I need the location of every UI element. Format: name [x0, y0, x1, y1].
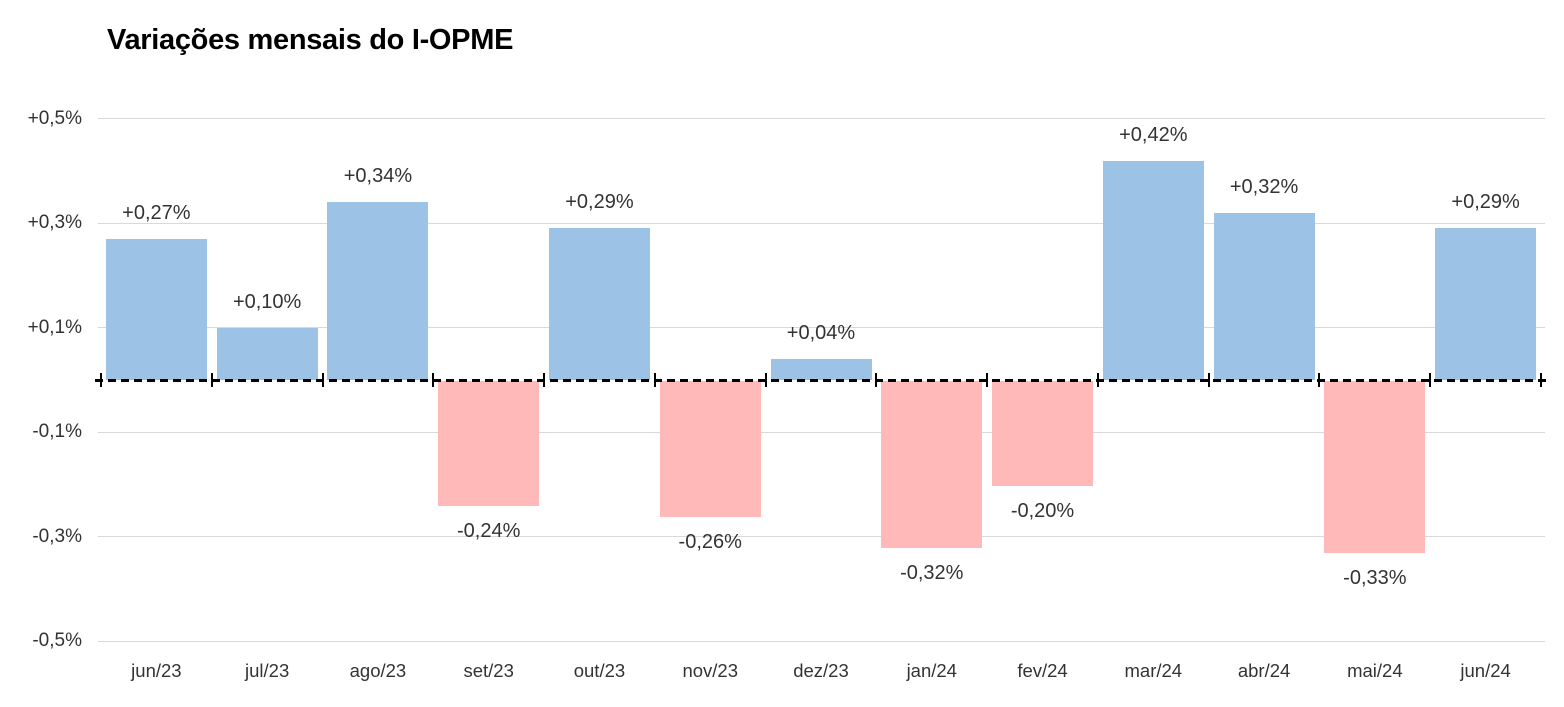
y-tick-label--0-3-: +0,3%	[27, 212, 82, 234]
axis-tick-8	[986, 373, 989, 387]
bar-jan-24	[881, 381, 983, 549]
bar-abr-24	[1213, 212, 1315, 380]
value-label-out-23: +0,29%	[565, 191, 634, 214]
y-tick-label--0-3-: -0,3%	[32, 525, 82, 547]
x-label-jul-23: jul/23	[245, 660, 290, 681]
x-label-jun-24: jun/24	[1460, 660, 1511, 681]
x-label-dez-23: dez/23	[793, 660, 849, 681]
value-label-jan-24: -0,32%	[900, 562, 964, 585]
zero-axis-line	[95, 379, 1548, 382]
x-label-set-23: set/23	[463, 660, 514, 681]
value-label-jun-23: +0,27%	[122, 201, 191, 224]
value-label-jul-23: +0,10%	[232, 290, 302, 313]
y-tick-label--0-5-: -0,5%	[32, 630, 82, 652]
axis-tick-10	[1207, 373, 1210, 387]
x-label-jun-23: jun/23	[131, 660, 182, 681]
y-tick-label--0-5-: +0,5%	[27, 107, 82, 129]
axis-tick-4	[543, 373, 546, 387]
gridline--0-3-	[98, 222, 1545, 224]
gridline--0-1-	[98, 431, 1545, 433]
x-label-jan-24: jan/24	[906, 660, 957, 681]
bar-mar-24	[1102, 160, 1204, 380]
value-label-jun-24: +0,29%	[1451, 191, 1520, 214]
axis-tick-0	[100, 373, 102, 387]
x-label-nov-23: nov/23	[682, 660, 738, 681]
gridline--0-1-	[98, 327, 1545, 329]
x-label-abr-24: abr/24	[1237, 660, 1291, 681]
axis-tick-13	[1540, 373, 1542, 387]
bar-out-23	[548, 228, 650, 380]
bar-jun-24	[1435, 228, 1537, 380]
x-label-mai-24: mai/24	[1347, 660, 1403, 681]
axis-tick-12	[1429, 373, 1432, 387]
bar-jul-23	[216, 327, 318, 380]
axis-tick-9	[1096, 373, 1099, 387]
value-label-mar-24: +0,42%	[1119, 123, 1188, 146]
x-label-ago-23: ago/23	[349, 660, 407, 681]
value-label-fev-24: -0,20%	[1010, 499, 1075, 522]
x-label-mar-24: mar/24	[1124, 660, 1183, 681]
gridline--0-3-	[98, 536, 1545, 538]
value-label-dez-23: +0,04%	[786, 322, 856, 345]
value-label-set-23: -0,24%	[457, 520, 521, 543]
bar-nov-23	[659, 381, 761, 517]
y-tick-label--0-1-: +0,1%	[27, 316, 82, 338]
x-label-fev-24: fev/24	[1017, 660, 1068, 681]
value-label-ago-23: +0,34%	[343, 165, 413, 188]
bar-fev-24	[992, 381, 1094, 486]
chart-title: Variações mensais do I-OPME	[107, 24, 514, 56]
axis-tick-2	[321, 373, 324, 387]
value-label-abr-24: +0,32%	[1229, 175, 1299, 198]
value-label-nov-23: -0,26%	[678, 530, 742, 553]
gridline--0-5-	[98, 640, 1545, 642]
value-label-mai-24: -0,33%	[1343, 567, 1407, 590]
axis-tick-7	[875, 373, 878, 387]
axis-tick-11	[1318, 373, 1321, 387]
y-tick-label--0-1-: -0,1%	[32, 421, 82, 443]
axis-tick-3	[432, 373, 435, 387]
bar-jun-23	[105, 238, 207, 380]
bar-set-23	[438, 381, 540, 507]
gridline--0-5-	[98, 118, 1545, 120]
axis-tick-6	[764, 373, 767, 387]
bar-dez-23	[770, 359, 872, 380]
bar-ago-23	[327, 202, 429, 380]
x-label-out-23: out/23	[573, 660, 626, 681]
axis-tick-5	[653, 373, 656, 387]
bar-mai-24	[1324, 381, 1426, 554]
axis-tick-1	[210, 373, 213, 387]
